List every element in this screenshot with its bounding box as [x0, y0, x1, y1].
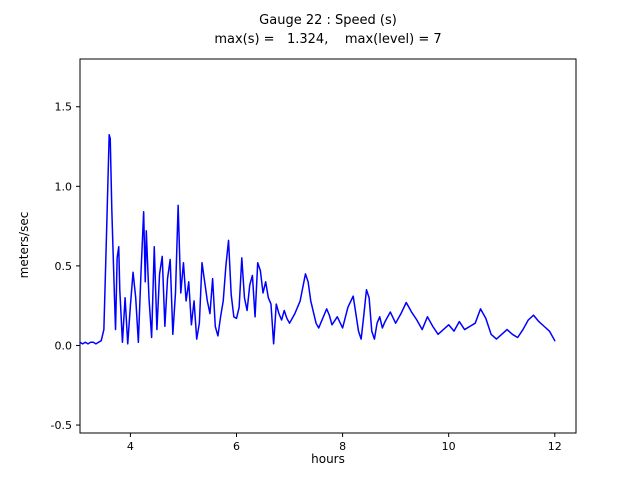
y-tick-label: 0.0 [55, 339, 73, 352]
x-tick-label: 6 [233, 440, 240, 453]
y-tick-label: 1.0 [55, 180, 73, 193]
y-tick-label: -0.5 [51, 419, 72, 432]
x-tick-label: 10 [442, 440, 456, 453]
axes-frame [79, 58, 577, 434]
x-tick-label: 4 [127, 440, 134, 453]
x-axis-label: hours [311, 452, 345, 466]
x-tick-label: 8 [339, 440, 346, 453]
y-axis-label: meters/sec [17, 211, 31, 279]
y-tick-label: 1.5 [55, 101, 73, 114]
speed-line [79, 134, 556, 345]
chart-title: Gauge 22 : Speed (s) [259, 13, 397, 28]
chart-subtitle: max(s) = 1.324, max(level) = 7 [214, 32, 442, 47]
y-tick-label: 0.5 [55, 260, 73, 273]
x-tick-label: 12 [548, 440, 562, 453]
